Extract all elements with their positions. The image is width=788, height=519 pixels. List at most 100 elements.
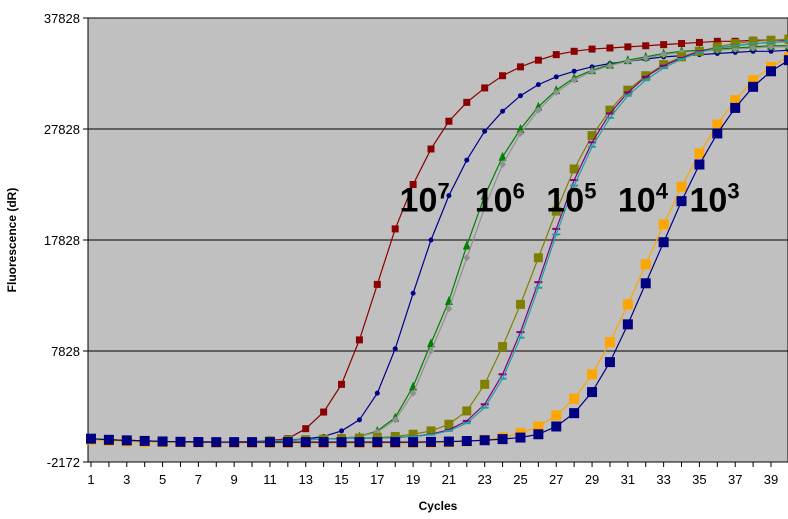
data-point [712,119,723,130]
x-tick-label: 5 [159,472,166,487]
data-point [553,74,559,80]
data-point [569,408,580,419]
data-point [534,56,542,64]
data-point [446,193,452,199]
y-tick-label: 27828 [44,122,80,137]
dilution-exponent: 7 [437,178,449,203]
x-tick-label: 13 [299,472,313,487]
data-point [391,225,399,233]
data-point [642,54,650,62]
data-point [356,417,362,423]
data-point [445,117,453,125]
data-point [482,128,488,134]
data-point [713,46,722,49]
data-point [624,57,632,65]
data-point [767,43,775,51]
x-tick-label: 9 [231,472,238,487]
series [86,55,788,448]
data-point [677,58,686,61]
data-point [749,44,757,52]
data-point [409,435,418,438]
data-point [767,41,775,44]
data-point [570,76,578,84]
data-point [338,380,346,388]
data-point [408,437,419,448]
data-point [606,62,614,70]
data-point [390,431,400,441]
data-point [730,95,741,106]
data-point [606,44,614,52]
data-point [552,51,560,59]
data-point [516,331,525,334]
data-point [748,75,759,86]
data-point [500,108,506,114]
data-point [641,71,651,81]
data-point [695,50,704,53]
x-tick-label: 23 [477,472,491,487]
data-point [480,190,489,200]
data-point [605,112,614,115]
data-point [86,433,96,444]
data-point [677,56,686,59]
data-point [712,128,723,139]
data-point [659,66,668,69]
data-point [748,81,759,92]
data-point [498,342,508,352]
data-point [481,84,489,92]
data-point [300,437,311,448]
data-point [534,281,543,284]
data-point [318,437,329,448]
annotations: 10 7 10 6 10 5 10 4 10 3 [400,178,740,219]
data-point [640,278,651,289]
data-point [462,406,472,416]
data-point [713,37,721,45]
data-point [695,51,704,54]
data-point [641,79,650,82]
x-tick-label: 33 [656,472,670,487]
data-point [641,75,650,78]
y-tick-label: 37828 [44,11,80,26]
data-point [604,357,615,368]
data-point [515,432,526,443]
data-point [604,337,615,348]
data-point [623,91,632,94]
data-point [444,419,454,429]
x-tick-label: 15 [334,472,348,487]
data-point [463,98,471,106]
data-point [551,421,562,432]
data-point [463,254,471,262]
x-tick-label: 37 [728,472,742,487]
y-tick-label: 17828 [44,233,80,248]
data-point [570,184,579,187]
data-point [659,60,669,70]
data-point [748,36,758,46]
data-point [552,233,561,236]
data-point [749,42,758,45]
data-point [587,131,597,141]
data-point [605,116,614,119]
data-point [462,422,471,425]
data-point [247,437,258,448]
dilution-label: 10 [400,181,438,219]
x-tick-label: 31 [621,472,635,487]
series-line [90,60,788,443]
data-point [336,437,347,448]
data-point [410,290,416,296]
data-point [391,416,399,424]
dilution-exponent: 3 [727,178,739,203]
data-point [515,299,525,309]
data-point [588,45,596,53]
data-point [464,157,470,163]
data-point [428,237,434,243]
data-point [427,347,435,355]
data-point [588,145,597,148]
data-point [481,204,489,212]
data-point [355,336,363,344]
dilution-label: 10 [689,181,727,219]
dilution-label: 10 [475,181,513,219]
data-point [372,437,383,448]
data-point [409,389,417,397]
data-point [533,429,544,440]
data-point [640,259,651,270]
x-tick-label: 19 [406,472,420,487]
